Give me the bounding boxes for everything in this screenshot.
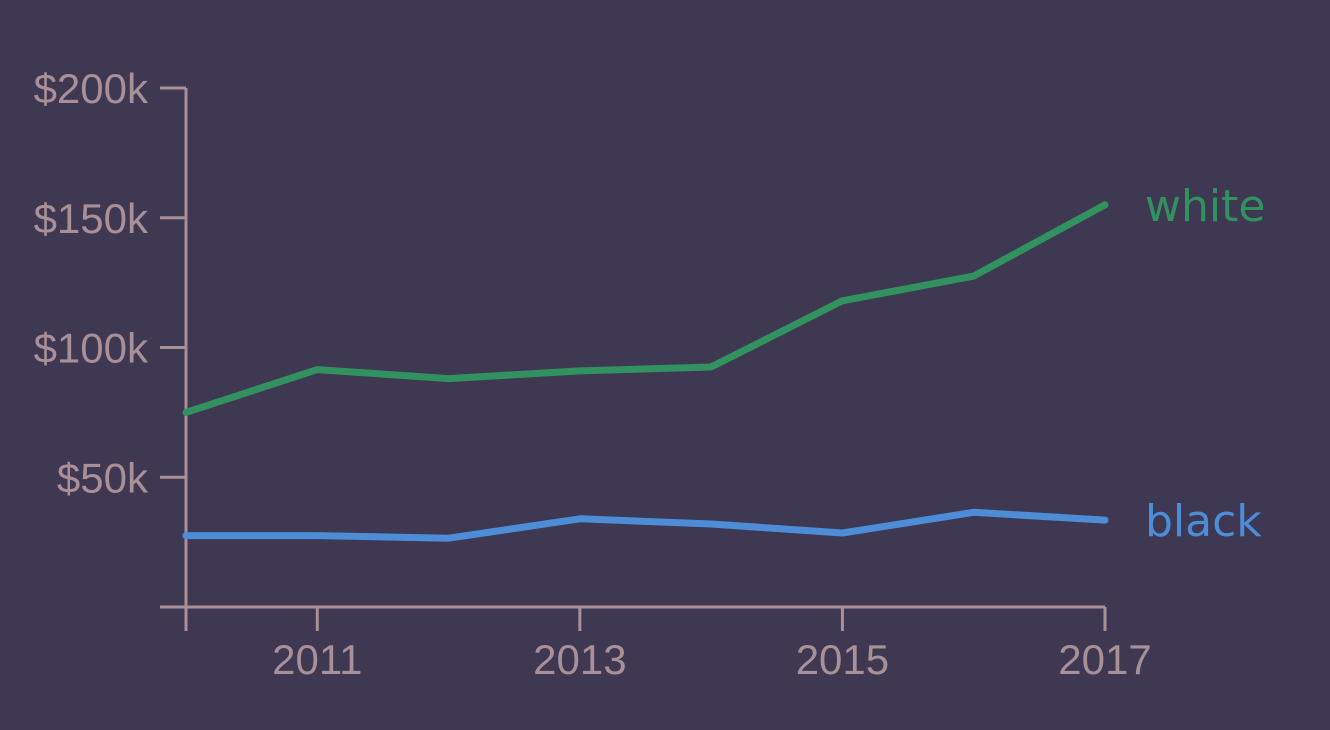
x-tick-label: 2011 xyxy=(272,636,362,683)
x-tick-label: 2015 xyxy=(796,636,889,683)
y-tick-label: $100k xyxy=(34,325,149,372)
series-lines xyxy=(182,201,1109,542)
series-label-white: white xyxy=(1145,181,1265,232)
x-tick-label: 2017 xyxy=(1058,636,1151,683)
series-line-black xyxy=(182,508,1109,542)
series-line-white xyxy=(182,201,1109,416)
axes xyxy=(160,88,1105,609)
y-tick-label: $150k xyxy=(34,195,149,242)
y-tick-label: $50k xyxy=(57,454,149,501)
series-labels: white black xyxy=(1145,181,1265,547)
x-tick-label: 2013 xyxy=(533,636,626,683)
y-tick-label: $200k xyxy=(34,65,149,112)
series-label-black: black xyxy=(1145,496,1262,547)
ticks: $50k $100k $150k $200k 2011 2013 2015 2017 xyxy=(34,65,1152,683)
